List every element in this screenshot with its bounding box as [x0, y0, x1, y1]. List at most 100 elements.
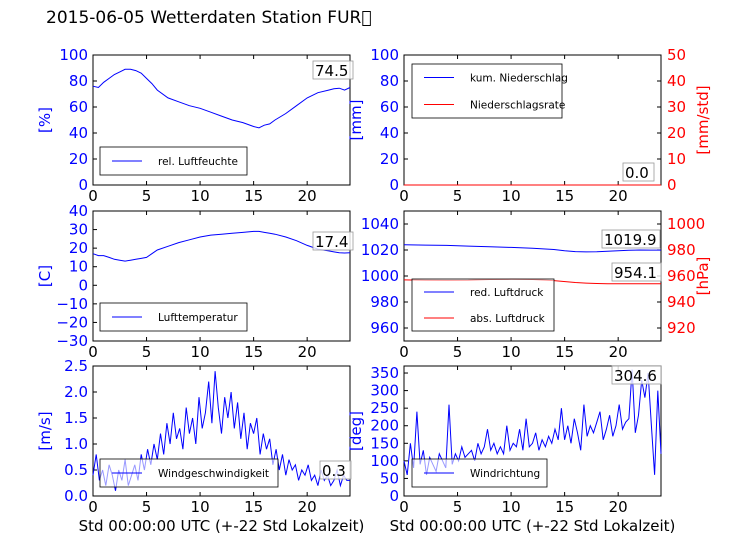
- pressure-legend-label: abs. Luftdruck: [470, 313, 546, 325]
- humidity-ytick-label: 0: [78, 176, 88, 194]
- precip-legend-label: kum. Niederschlag: [470, 73, 568, 85]
- temperature-ytick-label: 40: [69, 202, 88, 220]
- temperature-ytick-label: 0: [78, 276, 88, 294]
- pressure-ytick-right-label: 920: [667, 319, 696, 337]
- winddir-ytick-label: 200: [370, 417, 399, 435]
- temperature-series-line-0: [92, 230, 351, 262]
- pressure-legend-box: [411, 278, 555, 332]
- pressure-value-annotation: 1019.9: [604, 231, 657, 249]
- precip-ytick-label: 40: [380, 124, 399, 142]
- winddir-ytick-label: 250: [370, 399, 399, 417]
- pressure-xtick-label: 10: [502, 343, 521, 361]
- pressure-xtick-label: 20: [609, 343, 628, 361]
- windspeed-xtick-label: 15: [244, 498, 263, 516]
- temperature-ytick-label: −20: [56, 313, 88, 331]
- windspeed-ytick-label: 0.5: [64, 461, 88, 479]
- windspeed-value-annotation: 0.3: [322, 462, 346, 480]
- temperature-xtick-label: 0: [88, 343, 98, 361]
- humidity-xtick-label: 15: [244, 187, 263, 205]
- precip-xtick-label: 20: [609, 187, 628, 205]
- humidity-ytick-label: 40: [69, 124, 88, 142]
- winddir-xtick-label: 20: [609, 498, 628, 516]
- temperature-value-annotation: 17.4: [315, 233, 348, 251]
- temperature-ylabel: [C]: [36, 265, 54, 287]
- temperature-xtick-label: 5: [142, 343, 152, 361]
- temperature-ytick-label: 20: [69, 239, 88, 257]
- temperature-xtick-label: 10: [191, 343, 210, 361]
- winddir-xtick-label: 0: [399, 498, 409, 516]
- pressure-series-line-0: [403, 244, 661, 253]
- pressure-ytick-label: 960: [370, 319, 399, 337]
- temperature-xtick-label: 20: [298, 343, 317, 361]
- temperature-plot-frame: [92, 210, 351, 342]
- windspeed-xlabel: Std 00:00:00 UTC (+-22 Std Lokalzeit): [79, 517, 365, 535]
- precip-ylabel: [mm]: [347, 100, 365, 141]
- temperature-ytick-label: 30: [69, 221, 88, 239]
- pressure-xtick-label: 15: [555, 343, 574, 361]
- precip-ytick-right-label: 0: [667, 176, 677, 194]
- precip-legend-box: [411, 63, 563, 119]
- precip-xtick-label: 15: [555, 187, 574, 205]
- precip-value-annotation-box: [622, 162, 655, 182]
- precip-xtick-label: 10: [502, 187, 521, 205]
- winddir-value-annotation: 304.6: [614, 367, 657, 385]
- winddir-xtick-label: 5: [453, 498, 463, 516]
- humidity-series-line-0: [92, 68, 351, 129]
- precip-xtick-label: 0: [399, 187, 409, 205]
- winddir-xtick-label: 15: [555, 498, 574, 516]
- winddir-ytick-label: 50: [380, 469, 399, 487]
- humidity-xtick-label: 5: [142, 187, 152, 205]
- precip-ytick-right-label: 50: [667, 46, 686, 64]
- pressure-xtick-label: 5: [453, 343, 463, 361]
- windspeed-ylabel: [m/s]: [36, 411, 54, 450]
- windspeed-value-annotation-box: [319, 460, 352, 480]
- windspeed-xtick-label: 10: [191, 498, 210, 516]
- precip-value-annotation: 0.0: [625, 164, 649, 182]
- precip-ytick-label: 80: [380, 72, 399, 90]
- winddir-series-line-0: [403, 369, 662, 476]
- precip-ytick-right-label: 40: [667, 72, 686, 90]
- precip-ytick-right-label: 10: [667, 150, 686, 168]
- windspeed-xtick-label: 20: [298, 498, 317, 516]
- precip-ylabel-right: [mm/std]: [694, 85, 712, 154]
- pressure-ytick-right-label: 940: [667, 293, 696, 311]
- precip-ytick-label: 100: [370, 46, 399, 64]
- pressure-ytick-right-label: 960: [667, 267, 696, 285]
- precip-ytick-label: 0: [389, 176, 399, 194]
- winddir-xlabel: Std 00:00:00 UTC (+-22 Std Lokalzeit): [390, 517, 676, 535]
- temperature-value-annotation-box: [312, 231, 354, 251]
- windspeed-legend-label: Windgeschwindigkeit: [158, 468, 269, 480]
- winddir-ytick-label: 350: [370, 364, 399, 382]
- humidity-value-annotation: 74.5: [315, 62, 348, 80]
- winddir-ytick-label: 100: [370, 452, 399, 470]
- temperature-xtick-label: 15: [244, 343, 263, 361]
- pressure-xtick-label: 0: [399, 343, 409, 361]
- humidity-plot-frame: [92, 54, 351, 186]
- humidity-xtick-label: 10: [191, 187, 210, 205]
- pressure-value-annotation-2: 954.1: [614, 264, 657, 282]
- windspeed-xtick-label: 0: [88, 498, 98, 516]
- humidity-ytick-label: 100: [59, 46, 88, 64]
- temperature-ytick-label: −30: [56, 332, 88, 350]
- humidity-xtick-label: 0: [88, 187, 98, 205]
- pressure-ytick-label: 980: [370, 293, 399, 311]
- winddir-legend-label: Windrichtung: [470, 468, 540, 480]
- pressure-ytick-label: 1000: [361, 267, 399, 285]
- temperature-ytick-label: −10: [56, 295, 88, 313]
- humidity-xtick-label: 20: [298, 187, 317, 205]
- windspeed-ytick-label: 0.0: [64, 487, 88, 505]
- winddir-ytick-label: 150: [370, 434, 399, 452]
- windspeed-ytick-label: 1.0: [64, 435, 88, 453]
- pressure-ytick-label: 1040: [361, 215, 399, 233]
- figure-title: 2015-06-05 Wetterdaten Station FUR : [46, 8, 372, 28]
- precip-ytick-label: 20: [380, 150, 399, 168]
- windspeed-plot-frame: [92, 365, 351, 497]
- precip-ytick-right-label: 20: [667, 124, 686, 142]
- winddir-ytick-label: 300: [370, 382, 399, 400]
- humidity-ytick-label: 60: [69, 98, 88, 116]
- pressure-ytick-right-label: 1000: [667, 215, 705, 233]
- windspeed-xtick-label: 5: [142, 498, 152, 516]
- pressure-value-annotation-box: [601, 229, 661, 249]
